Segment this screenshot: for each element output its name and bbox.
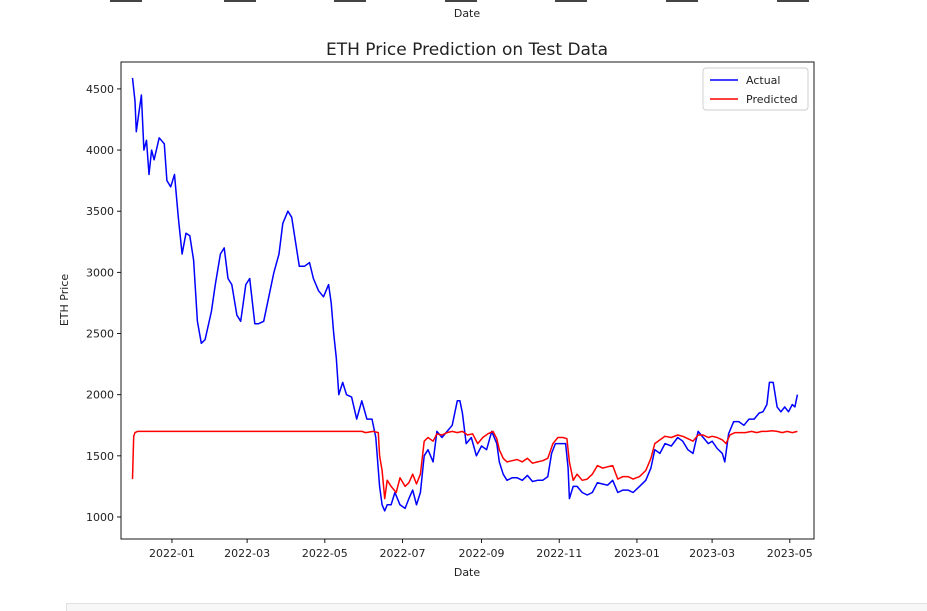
previous-chart-tick-fragment [445,0,477,2]
previous-chart-fragment: Date [110,0,809,20]
y-tick-label: 1000 [86,511,114,524]
y-tick-label: 2000 [86,389,114,402]
y-axis: 1000 1500 2000 2500 3000 3500 4000 4500 [86,83,121,524]
y-tick-label: 4500 [86,83,114,96]
series-line-actual [131,77,799,512]
previous-chart-xlabel: Date [454,7,481,20]
y-tick-label: 3500 [86,205,114,218]
previous-chart-tick-fragment [334,0,366,2]
y-axis-label: ETH Price [58,274,71,327]
previous-chart-tick-fragment [777,0,809,2]
legend-label-actual: Actual [746,74,780,87]
series-line-predicted [131,430,798,500]
x-tick-label: 2022-11 [536,547,582,560]
chart-title: ETH Price Prediction on Test Data [326,40,608,60]
previous-chart-tick-fragment [666,0,698,2]
y-tick-label: 4000 [86,144,114,157]
x-axis-label: Date [454,566,481,579]
y-tick-label: 2500 [86,328,114,341]
series-layer [131,77,799,512]
legend: Actual Predicted [702,67,809,111]
x-tick-label: 2022-03 [224,547,270,560]
x-tick-label: 2023-01 [614,547,660,560]
plot-frame [120,61,815,540]
legend-label-predicted: Predicted [746,93,798,106]
x-tick-label: 2023-03 [689,547,735,560]
x-tick-label: 2022-01 [149,547,195,560]
next-notebook-cell[interactable] [66,603,927,611]
x-tick-label: 2022-09 [459,547,505,560]
x-tick-label: 2023-05 [767,547,813,560]
previous-chart-tick-fragment [555,0,587,2]
y-tick-label: 3000 [86,266,114,279]
x-axis: 2022-01 2022-03 2022-05 2022-07 2022-09 2022-… [149,539,813,560]
y-tick-label: 1500 [86,450,114,463]
x-tick-label: 2022-07 [380,547,426,560]
plot-area [120,61,815,540]
previous-chart-tick-fragment [110,0,142,2]
previous-chart-tick-fragment [224,0,256,2]
x-tick-label: 2022-05 [302,547,348,560]
